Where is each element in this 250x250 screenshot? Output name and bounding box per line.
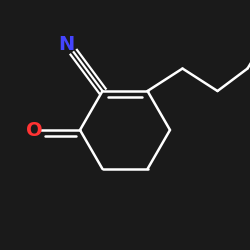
Text: N: N <box>58 35 75 54</box>
Text: O: O <box>26 120 42 140</box>
